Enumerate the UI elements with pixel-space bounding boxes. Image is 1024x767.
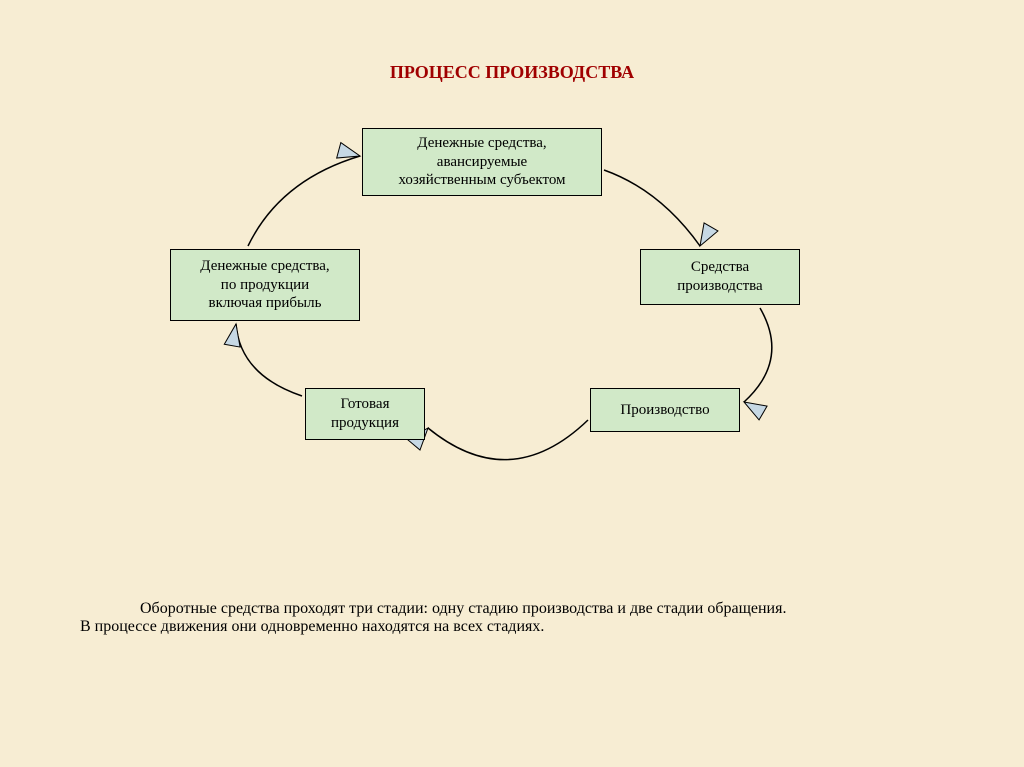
node-label: Денежные средства,авансируемыехозяйствен… [398, 134, 565, 190]
diagram-caption: Оборотные средства проходят три стадии: … [80, 600, 786, 636]
node-label: Средствапроизводства [677, 258, 762, 296]
node-label: Производство [620, 401, 709, 420]
node-finished-goods: Готоваяпродукция [305, 388, 425, 440]
node-money-with-profit: Денежные средства,по продукциивключая пр… [170, 249, 360, 321]
caption-line-2: В процессе движения они одновременно нах… [80, 618, 786, 636]
diagram-title: ПРОЦЕСС ПРОИЗВОДСТВА [0, 62, 1024, 83]
node-label: Денежные средства,по продукциивключая пр… [200, 257, 329, 313]
node-production: Производство [590, 388, 740, 432]
node-label: Готоваяпродукция [331, 395, 399, 433]
cycle-arrows-layer [0, 0, 1024, 767]
caption-line-1: Оборотные средства проходят три стадии: … [80, 600, 786, 618]
node-means-of-production: Средствапроизводства [640, 249, 800, 305]
node-money-advanced: Денежные средства,авансируемыехозяйствен… [362, 128, 602, 196]
